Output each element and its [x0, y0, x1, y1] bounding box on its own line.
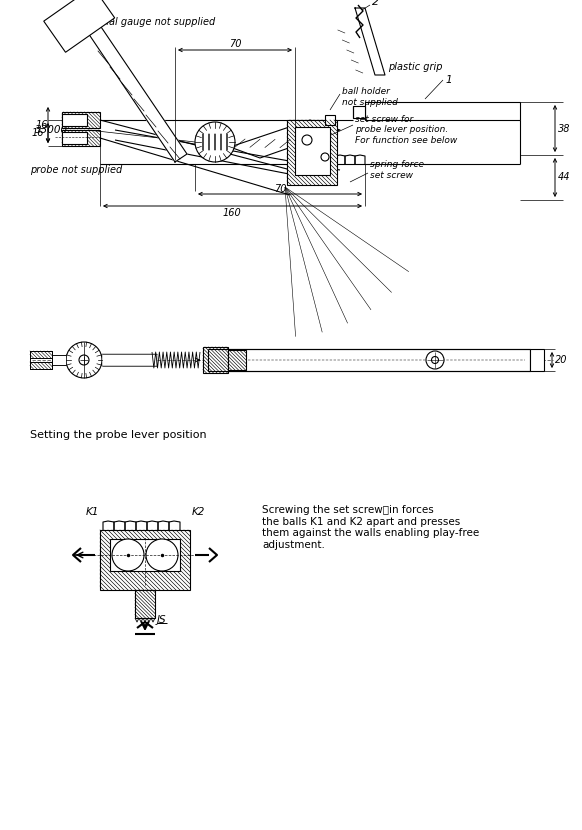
Text: K2: K2	[191, 507, 205, 517]
Bar	[295, 127, 330, 175]
Text: 16: 16	[36, 120, 48, 130]
Bar	[110, 539, 180, 571]
Text: 33000: 33000	[35, 125, 68, 135]
Text: K1: K1	[86, 507, 99, 517]
Text: ball holder
not supplied: ball holder not supplied	[342, 87, 398, 107]
Circle shape	[112, 539, 144, 571]
Circle shape	[321, 153, 329, 161]
Bar	[30, 362, 52, 369]
Circle shape	[302, 135, 312, 145]
Bar	[44, 0, 115, 52]
Circle shape	[195, 122, 235, 162]
Bar	[353, 106, 365, 118]
Bar	[530, 349, 544, 371]
Circle shape	[66, 342, 102, 378]
Bar	[62, 114, 87, 126]
Bar	[365, 102, 520, 120]
Text: Setting the probe lever position: Setting the probe lever position	[30, 430, 207, 440]
Bar	[30, 351, 52, 358]
Bar	[52, 355, 66, 365]
Text: probe not supplied: probe not supplied	[30, 165, 122, 175]
Text: Screwing the set screwⒾin forces
the balls K1 and K2 apart and presses
them agai: Screwing the set screwⒾin forces the bal…	[262, 505, 479, 549]
Text: JS: JS	[157, 615, 166, 625]
Text: 16: 16	[32, 128, 44, 138]
Text: 1: 1	[445, 75, 452, 85]
Bar	[62, 130, 100, 146]
Text: 38: 38	[558, 124, 570, 134]
Text: plastic grip: plastic grip	[388, 62, 442, 72]
Text: 160: 160	[223, 208, 242, 218]
Bar	[30, 351, 52, 369]
Bar	[203, 347, 228, 373]
Bar	[100, 530, 190, 590]
Bar	[325, 115, 335, 125]
Circle shape	[146, 539, 178, 571]
Polygon shape	[355, 8, 385, 75]
Text: 44: 44	[558, 173, 570, 183]
Circle shape	[426, 351, 444, 369]
Bar	[208, 349, 530, 371]
Text: set screw for
probe lever position.
For function see below: set screw for probe lever position. For …	[355, 115, 457, 145]
Bar	[135, 590, 155, 618]
Text: spring force
set screw: spring force set screw	[370, 160, 424, 180]
Polygon shape	[82, 18, 187, 162]
Circle shape	[79, 355, 89, 365]
Bar	[287, 120, 337, 185]
Text: 2: 2	[372, 0, 379, 7]
Text: 70: 70	[229, 39, 242, 49]
Bar	[62, 132, 87, 144]
Text: 70: 70	[274, 184, 286, 194]
Bar	[102, 354, 157, 366]
Bar	[62, 112, 100, 128]
Text: 20: 20	[555, 355, 567, 365]
Polygon shape	[230, 120, 340, 158]
Circle shape	[431, 357, 438, 364]
Text: dial gauge not supplied: dial gauge not supplied	[100, 17, 215, 27]
Bar	[228, 350, 246, 370]
